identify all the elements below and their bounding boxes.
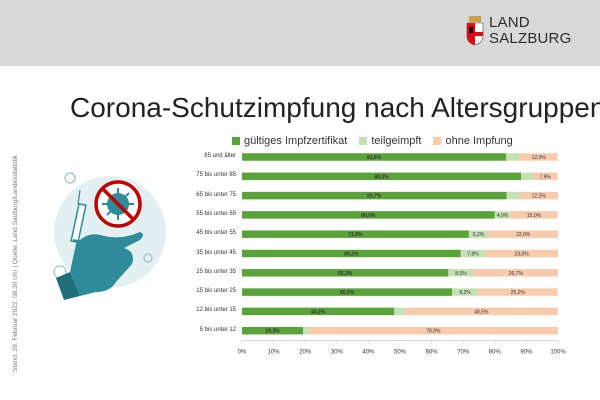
data-label-ohne: 7,9%	[539, 174, 551, 180]
data-label-ohne: 23,0%	[515, 252, 530, 258]
category-label: 35 bis unter 45	[196, 249, 236, 256]
bar-teilgeimpft	[506, 153, 520, 161]
bar-ohne	[473, 269, 558, 277]
bar-geimpft	[242, 326, 303, 335]
x-tick-label: 90%	[520, 350, 533, 356]
data-label-geimpft: 65,3%	[338, 271, 353, 277]
legend-item-geimpft: gültiges Impfzertifikat	[232, 135, 347, 147]
x-tick-label: 0%	[238, 350, 247, 356]
bar-ohne	[404, 307, 558, 316]
data-label-teilgeimpft: 6,2%	[473, 232, 485, 238]
x-tick-label: 60%	[426, 350, 439, 356]
bar-ohne	[308, 326, 558, 335]
legend-swatch-teilgeimpft	[359, 137, 368, 145]
data-label-geimpft: 88,3%	[374, 174, 389, 180]
bar-geimpft	[242, 211, 495, 219]
bar-ohne	[532, 172, 558, 181]
bar-teilgeimpft	[452, 288, 479, 296]
bar-geimpft	[242, 269, 449, 277]
bar-geimpft	[242, 307, 395, 316]
bar-geimpft	[242, 249, 461, 258]
legend-swatch-ohne	[433, 137, 442, 145]
no-virus-icon	[94, 180, 142, 228]
bar-teilgeimpft	[506, 191, 520, 200]
legend-swatch-geimpft	[232, 137, 240, 145]
bar-teilgeimpft	[302, 326, 309, 335]
data-label-geimpft: 83,6%	[367, 155, 382, 161]
data-label-geimpft: 66,5%	[340, 290, 355, 296]
legend-label-ohne: ohne Impfung	[445, 135, 513, 147]
category-label: 45 bis unter 55	[196, 230, 236, 237]
vaccination-illustration	[53, 172, 166, 300]
data-label-geimpft: 69,2%	[344, 252, 359, 258]
category-label: 5 bis unter 12	[199, 326, 236, 333]
category-label: 55 bis unter 65	[196, 210, 236, 217]
x-tick-label: 100%	[550, 350, 566, 356]
bar-teilgeimpft	[494, 211, 511, 219]
bar-teilgeimpft	[394, 307, 405, 316]
chart-legend: gültiges Impfzertifikat teilgeimpft ohne…	[232, 134, 525, 148]
bar-ohne	[519, 153, 558, 161]
data-label-geimpft: 19,3%	[265, 329, 280, 335]
bar-ohne	[485, 249, 558, 258]
x-tick-label: 70%	[457, 350, 470, 356]
logo-line1: LAND	[489, 14, 530, 31]
category-label: 75 bis unter 85	[196, 172, 236, 179]
category-label: 65 bis unter 75	[196, 191, 236, 198]
data-label-ohne: 78,9%	[426, 329, 441, 335]
bar-ohne	[478, 288, 558, 296]
data-label-geimpft: 48,2%	[311, 309, 326, 315]
data-label-ohne: 15,0%	[527, 213, 542, 219]
data-label-geimpft: 80,0%	[361, 213, 376, 219]
x-tick-label: 30%	[331, 350, 344, 356]
data-label-teilgeimpft: 7,8%	[467, 252, 479, 258]
land-salzburg-logo: LAND SALZBURG	[466, 15, 576, 49]
x-tick-label: 80%	[489, 350, 502, 356]
data-label-teilgeimpft: 8,0%	[455, 271, 467, 277]
bar-geimpft	[242, 153, 507, 161]
bar-teilgeimpft	[448, 269, 474, 277]
data-label-ohne: 22,0%	[516, 232, 531, 238]
page-title: Corona-Schutzimpfung nach Altersgruppen	[70, 92, 600, 123]
data-label-ohne: 26,7%	[509, 271, 524, 277]
bar-ohne	[510, 211, 558, 219]
x-tick-label: 10%	[268, 350, 281, 356]
legend-item-ohne: ohne Impfung	[433, 135, 513, 147]
bar-ohne	[519, 191, 558, 200]
data-label-geimpft: 71,8%	[348, 232, 363, 238]
data-label-ohne: 12,0%	[532, 155, 547, 161]
x-tick-label: 20%	[299, 350, 312, 356]
bar-teilgeimpft	[468, 230, 489, 238]
bar-geimpft	[242, 191, 507, 200]
data-label-ohne: 25,2%	[511, 290, 526, 296]
logo-line2: SALZBURG	[489, 30, 572, 47]
legend-label-teilgeimpft: teilgeimpft	[371, 135, 422, 147]
data-label-teilgeimpft: 4,9%	[497, 213, 509, 219]
data-label-ohne: 12,2%	[532, 194, 547, 200]
category-label: 15 bis unter 25	[196, 288, 236, 295]
category-label: 12 bis unter 15	[196, 307, 236, 314]
data-label-geimpft: 83,7%	[367, 194, 382, 200]
legend-label-geimpft: gültiges Impfzertifikat	[244, 135, 348, 147]
bar-teilgeimpft	[521, 172, 533, 181]
bar-geimpft	[242, 288, 453, 296]
data-label-teilgeimpft: 8,2%	[459, 290, 471, 296]
data-label-ohne: 48,5%	[474, 309, 489, 315]
x-tick-label: 50%	[394, 350, 407, 356]
bar-geimpft	[242, 230, 469, 238]
x-tick-label: 40%	[362, 350, 375, 356]
hand-icon	[56, 232, 143, 300]
bar-ohne	[488, 230, 558, 238]
bar-geimpft	[242, 172, 522, 181]
legend-item-teilgeimpft: teilgeimpft	[359, 135, 421, 147]
coat-of-arms-icon	[466, 16, 484, 46]
bar-teilgeimpft	[460, 249, 486, 258]
header-bar	[0, 0, 600, 66]
category-label: 85 und älter	[204, 153, 236, 159]
category-label: 25 bis unter 35	[196, 268, 236, 275]
